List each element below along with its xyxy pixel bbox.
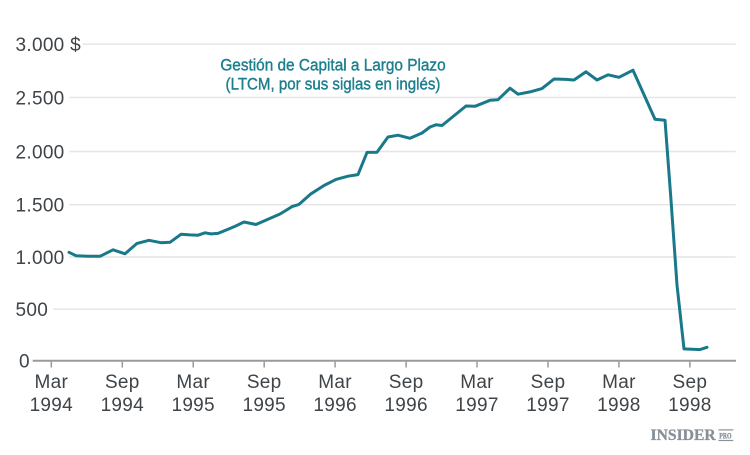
svg-text:Sep: Sep <box>531 372 566 393</box>
svg-text:1997: 1997 <box>455 395 498 416</box>
svg-text:1996: 1996 <box>313 395 356 416</box>
svg-text:Mar: Mar <box>176 372 210 393</box>
svg-text:Sep: Sep <box>389 372 424 393</box>
svg-text:2.500: 2.500 <box>16 88 65 109</box>
svg-text:1.500: 1.500 <box>16 196 65 217</box>
svg-text:Gestión de Capital a Largo Pla: Gestión de Capital a Largo Plazo <box>220 56 445 75</box>
svg-text:1998: 1998 <box>597 395 640 416</box>
svg-text:1996: 1996 <box>384 395 427 416</box>
svg-text:Mar: Mar <box>34 372 68 393</box>
svg-text:1995: 1995 <box>242 395 285 416</box>
svg-text:PRO: PRO <box>719 430 731 440</box>
svg-text:1994: 1994 <box>101 395 145 416</box>
svg-text:Sep: Sep <box>247 372 282 393</box>
svg-text:2.000: 2.000 <box>16 142 65 163</box>
svg-text:Mar: Mar <box>318 372 352 393</box>
svg-text:1998: 1998 <box>668 395 711 416</box>
svg-text:0: 0 <box>19 352 30 373</box>
svg-text:3.000 $: 3.000 $ <box>16 35 82 56</box>
svg-text:Sep: Sep <box>105 372 140 393</box>
svg-text:500: 500 <box>16 300 49 321</box>
svg-text:1995: 1995 <box>171 395 214 416</box>
svg-text:1997: 1997 <box>526 395 569 416</box>
svg-text:Mar: Mar <box>602 372 636 393</box>
svg-text:1.000: 1.000 <box>16 248 65 269</box>
svg-text:INSIDER: INSIDER <box>651 427 717 444</box>
svg-text:(LTCM, por sus siglas en inglé: (LTCM, por sus siglas en inglés) <box>226 75 441 94</box>
svg-text:Mar: Mar <box>460 372 494 393</box>
svg-text:Sep: Sep <box>673 372 708 393</box>
svg-text:1994: 1994 <box>30 395 74 416</box>
